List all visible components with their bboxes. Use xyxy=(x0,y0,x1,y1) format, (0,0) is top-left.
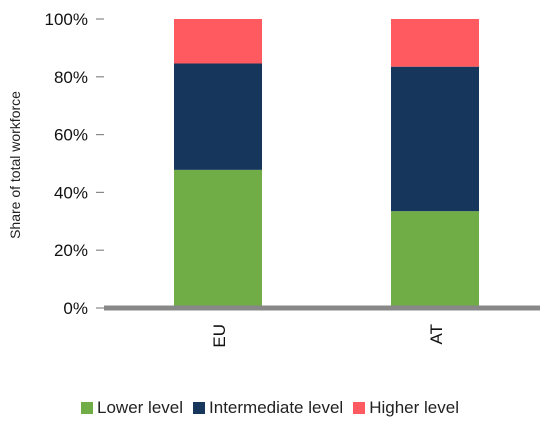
y-tick-label: 80% xyxy=(54,68,88,87)
y-tick-label: 60% xyxy=(54,126,88,145)
bar-segment-eu-lower-level xyxy=(174,169,262,308)
y-tick-label: 100% xyxy=(45,10,88,29)
bars xyxy=(174,19,479,308)
y-axis-ticks: 0% 20% 40% 60% 80% 100% xyxy=(45,10,104,318)
legend-swatch xyxy=(353,402,366,414)
legend-item: Intermediate level xyxy=(193,398,343,418)
y-tick-label: 20% xyxy=(54,241,88,260)
stacked-bar-chart: 0% 20% 40% 60% 80% 100% EU AT Share of total w… xyxy=(7,10,540,348)
legend-item: Lower level xyxy=(81,398,183,418)
legend-label: Intermediate level xyxy=(209,398,344,417)
legend-swatch xyxy=(81,402,94,414)
legend-label: Higher level xyxy=(369,398,459,417)
bar-segment-at-lower-level xyxy=(391,211,479,308)
legend: Lower level Intermediate level Higher leve… xyxy=(0,398,540,418)
legend-label: Lower level xyxy=(97,398,184,417)
y-axis-label: Share of total workforce xyxy=(7,91,23,239)
y-tick-label: 0% xyxy=(63,299,88,318)
bar-segment-at-higher-level xyxy=(391,19,479,67)
bar-segment-eu-intermediate-level xyxy=(174,63,262,170)
x-tick-label: AT xyxy=(427,324,446,344)
bar-segment-eu-higher-level xyxy=(174,19,262,64)
legend-swatch xyxy=(193,402,206,414)
x-axis-ticks: EU AT xyxy=(210,324,446,348)
legend-item: Higher level xyxy=(353,398,459,418)
x-tick-label: EU xyxy=(210,324,229,348)
y-tick-label: 40% xyxy=(54,183,88,202)
bar-segment-at-intermediate-level xyxy=(391,66,479,212)
